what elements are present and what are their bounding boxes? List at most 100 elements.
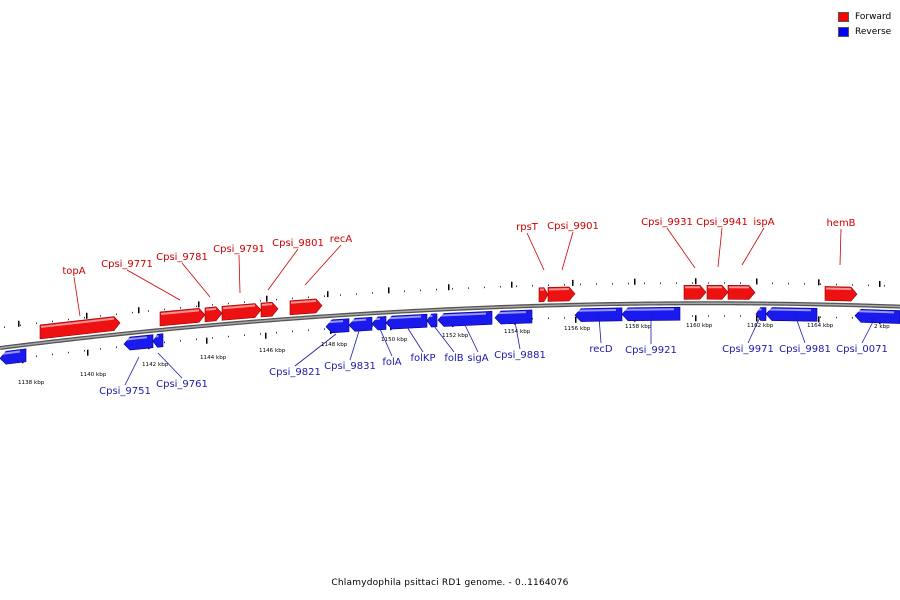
- backbone-highlight: [0, 302, 900, 349]
- tick-dot-top: [548, 284, 549, 287]
- tick-dot-bottom: [740, 315, 741, 317]
- tick-dot-top: [660, 282, 661, 284]
- tick-dot-bottom: [212, 337, 213, 339]
- leader-line: [126, 269, 181, 301]
- reverse-gene-arrow-shine: [0, 350, 21, 355]
- scale-label: 1156 kbp: [564, 326, 591, 332]
- scale-label: 1152 kbp: [442, 333, 469, 339]
- legend-label-forward: Forward: [855, 11, 892, 22]
- leader-line: [238, 254, 241, 294]
- tick-dot-top: [676, 282, 677, 284]
- leader-line: [73, 276, 81, 317]
- gene-label-cpsi_9931: Cpsi_9931: [641, 217, 693, 228]
- forward-gene-arrow: [260, 301, 279, 318]
- tick-dot-top: [852, 284, 853, 286]
- leader-line: [741, 227, 765, 266]
- gene-label-cpsi_9791: Cpsi_9791: [213, 244, 265, 255]
- gene-label-reca: recA: [330, 234, 353, 245]
- tick-dot-top: [356, 293, 357, 295]
- reverse-gene-arrow: [755, 307, 767, 321]
- tick-dot-top: [164, 308, 165, 311]
- leader-line: [717, 227, 723, 268]
- tick-dot-top: [612, 283, 613, 285]
- scale-label: 2 kbp: [874, 324, 890, 330]
- major-tick-top: [756, 278, 758, 285]
- tick-dot-top: [132, 311, 133, 314]
- tick-dot-bottom: [308, 329, 309, 331]
- reverse-gene-arrow-shine: [766, 308, 812, 312]
- tick-dot-top: [468, 287, 469, 289]
- gene-label-cpsi_9881: Cpsi_9881: [494, 350, 546, 361]
- reverse-gene-arrow: [0, 348, 27, 365]
- tick-dot-bottom: [244, 334, 245, 336]
- major-tick-top: [511, 281, 513, 288]
- leader-line: [514, 321, 521, 350]
- tick-dot-top: [724, 282, 725, 284]
- tick-dot-top: [372, 292, 373, 294]
- gene-label-topa: topA: [62, 266, 85, 277]
- tick-dot-top: [244, 301, 245, 303]
- gene-label-cpsi_9821: Cpsi_9821: [269, 367, 321, 378]
- tick-dot-top: [484, 286, 485, 289]
- tick-dot-top: [212, 304, 213, 306]
- tick-dot-bottom: [324, 328, 325, 330]
- tick-dot-top: [596, 283, 597, 285]
- tick-dot-top: [196, 305, 197, 308]
- tick-dot-top: [740, 282, 741, 284]
- tick-dot-top: [836, 283, 837, 286]
- forward-gene-arrow-shine: [548, 287, 570, 291]
- tick-dot-top: [532, 284, 533, 287]
- major-tick-top: [818, 279, 820, 286]
- reverse-gene-arrow-shine: [326, 320, 344, 324]
- scale-label: 1164 kbp: [807, 323, 834, 329]
- tick-dot-top: [340, 294, 341, 296]
- scale-label: 1146 kbp: [259, 348, 286, 354]
- gene-label-ispa: ispA: [753, 217, 774, 228]
- tick-dot-bottom: [228, 335, 229, 338]
- gene-label-cpsi_9981: Cpsi_9981: [779, 344, 831, 355]
- tick-dot-top: [708, 282, 709, 284]
- gene-label-cpsi_9781: Cpsi_9781: [156, 252, 208, 263]
- leader-line: [526, 232, 545, 271]
- gene-label-recd: recD: [589, 344, 613, 355]
- tick-dot-top: [36, 322, 37, 325]
- tick-dot-top: [308, 296, 309, 298]
- gene-label-cpsi_9941: Cpsi_9941: [696, 217, 748, 228]
- major-tick-bottom: [818, 316, 820, 323]
- gene-label-cpsi_9971: Cpsi_9971: [722, 344, 774, 355]
- tick-dot-top: [324, 295, 325, 297]
- leader-line: [181, 262, 211, 298]
- forward-gene-arrow: [547, 286, 576, 302]
- leader-line: [157, 352, 183, 379]
- scale-label: 1154 kbp: [504, 329, 531, 335]
- tick-dot-bottom: [84, 349, 85, 352]
- leader-line: [839, 228, 842, 266]
- forward-swatch: [838, 11, 849, 22]
- tick-dot-bottom: [708, 315, 709, 317]
- reverse-gene-arrow-shine: [575, 308, 617, 312]
- reverse-gene-arrow-shine: [495, 311, 527, 315]
- tick-dot-bottom: [836, 316, 837, 319]
- forward-gene-arrow-shine: [290, 299, 317, 304]
- reverse-gene-arrow-shine: [622, 308, 675, 311]
- reverse-gene-arrow: [152, 333, 164, 348]
- tick-dot-top: [20, 324, 21, 327]
- tick-dot-top: [148, 310, 149, 312]
- tick-dot-bottom: [116, 346, 117, 349]
- gene-label-fola: folA: [382, 357, 401, 368]
- tick-dot-bottom: [180, 340, 181, 342]
- leader-line: [349, 330, 360, 361]
- scale-label: 1140 kbp: [80, 372, 107, 378]
- reverse-gene-arrow-shine: [855, 310, 895, 314]
- gene-label-cpsi_0071: Cpsi_0071: [836, 344, 888, 355]
- legend-item-forward: Forward: [838, 9, 891, 24]
- tick-dot-top: [564, 284, 565, 286]
- tick-dot-top: [788, 282, 789, 285]
- tick-dot-bottom: [164, 341, 165, 344]
- major-tick-top: [695, 278, 697, 285]
- leader-line: [666, 227, 696, 269]
- tick-dot-top: [516, 285, 517, 288]
- tick-dot-top: [4, 326, 5, 328]
- tick-dot-top: [228, 302, 229, 305]
- leader-line: [304, 244, 342, 286]
